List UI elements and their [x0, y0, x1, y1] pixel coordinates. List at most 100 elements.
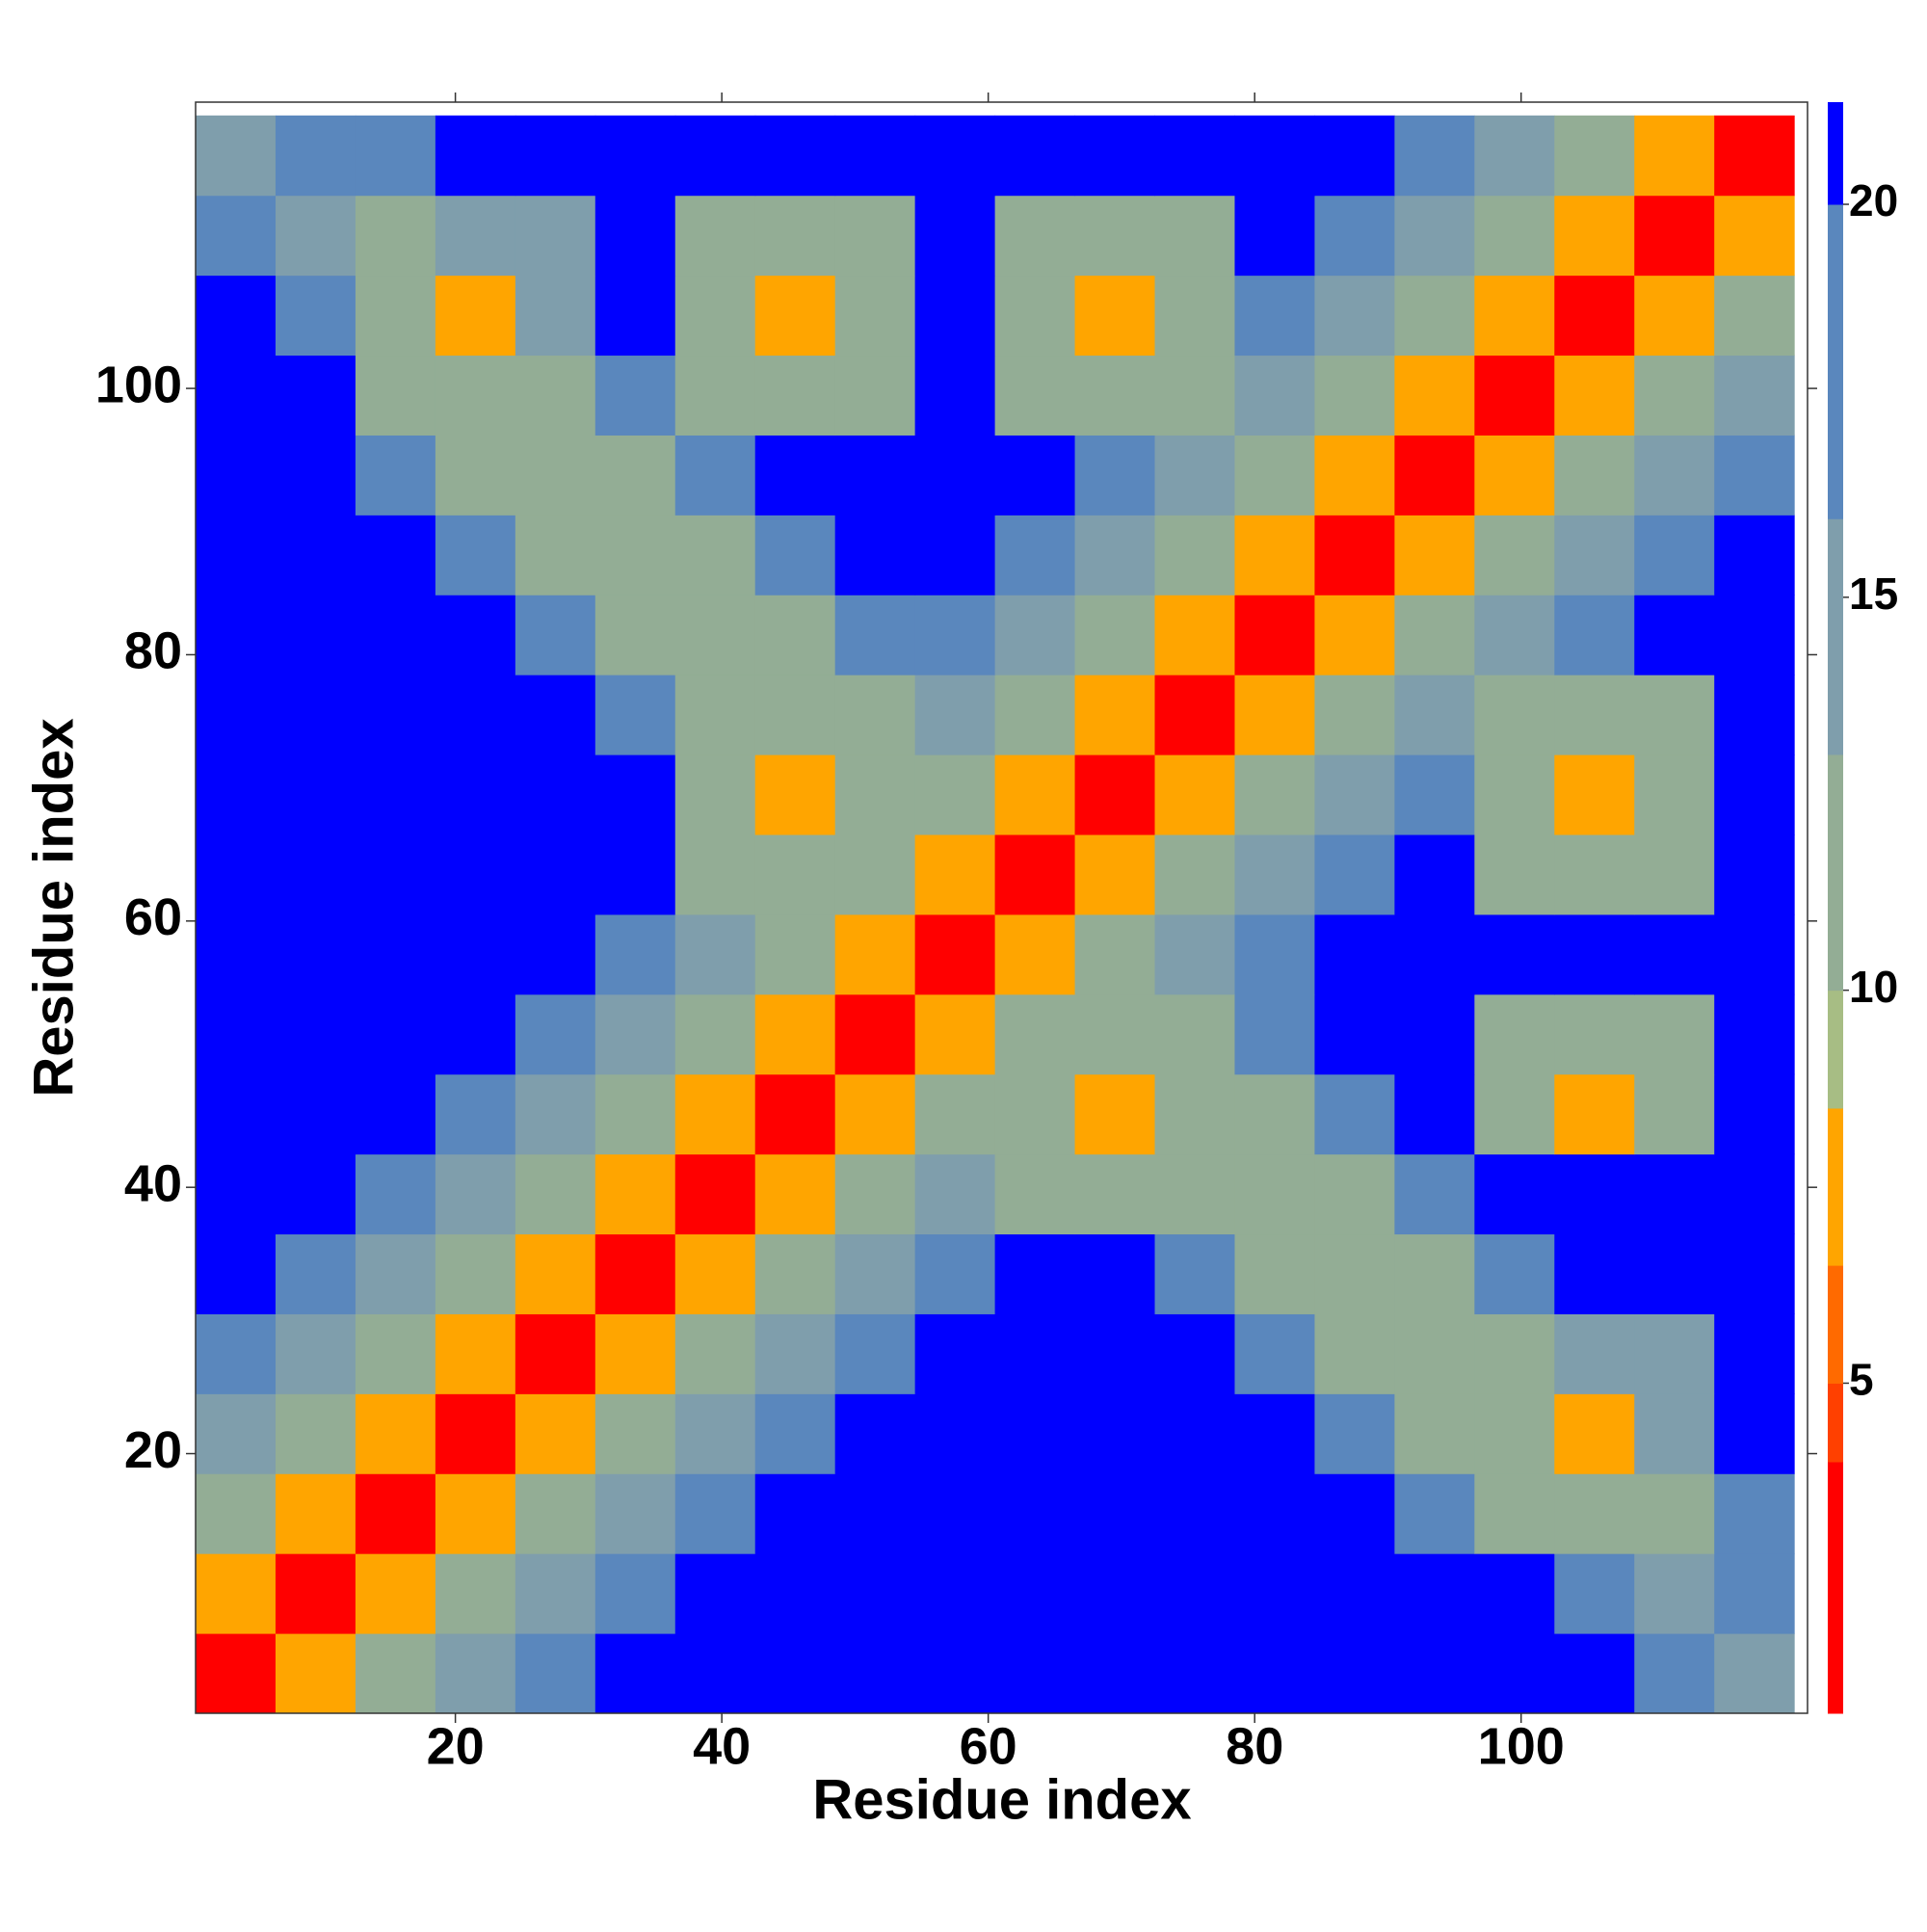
- heatmap-cell: [355, 515, 436, 595]
- heatmap-cell: [355, 1473, 436, 1554]
- heatmap-cell: [1314, 1553, 1395, 1634]
- heatmap-cell: [1394, 195, 1475, 277]
- heatmap-cell: [1074, 1473, 1156, 1554]
- heatmap-cell: [515, 1393, 596, 1474]
- heatmap-cell: [1394, 115, 1475, 197]
- colorbar-band: [1828, 754, 1843, 992]
- heatmap-cell: [914, 1473, 996, 1554]
- heatmap-cell: [1714, 1153, 1795, 1235]
- heatmap-cell: [1634, 1633, 1715, 1714]
- heatmap-cell: [515, 1153, 596, 1235]
- heatmap-cell: [914, 1153, 996, 1235]
- y-tick-label: 20: [124, 1421, 182, 1479]
- heatmap-cell: [1074, 355, 1156, 436]
- heatmap-cell: [1714, 993, 1795, 1075]
- heatmap-cell: [435, 195, 516, 277]
- heatmap-cell: [994, 1073, 1076, 1155]
- heatmap-cell: [1074, 993, 1156, 1075]
- heatmap-cell: [196, 115, 277, 197]
- heatmap-cell: [594, 1233, 676, 1314]
- heatmap-cell: [435, 515, 516, 595]
- heatmap-cell: [1234, 1073, 1315, 1155]
- heatmap-cell: [914, 675, 996, 755]
- heatmap-cell: [994, 1313, 1076, 1394]
- heatmap-cell: [1234, 754, 1315, 835]
- heatmap-cell: [594, 1473, 676, 1554]
- heatmap-cell: [196, 1233, 277, 1314]
- heatmap-cell: [196, 1073, 277, 1155]
- heatmap-cell: [196, 515, 277, 595]
- heatmap-cell: [674, 515, 756, 595]
- heatmap-cell: [1074, 595, 1156, 675]
- heatmap-cell: [1554, 1153, 1635, 1235]
- heatmap-cell: [1714, 1473, 1795, 1554]
- heatmap-cell: [914, 275, 996, 357]
- heatmap-cell: [435, 1473, 516, 1554]
- heatmap-cell: [754, 1153, 836, 1235]
- heatmap-cell: [275, 515, 356, 595]
- heatmap-cell: [1714, 1313, 1795, 1394]
- heatmap-cell: [1314, 355, 1395, 436]
- heatmap-cell: [1554, 675, 1635, 755]
- heatmap-cell: [1474, 1633, 1555, 1714]
- heatmap-cell: [435, 115, 516, 197]
- heatmap-cell: [1074, 195, 1156, 277]
- heatmap-cell: [1074, 1313, 1156, 1394]
- heatmap-cell: [1554, 195, 1635, 277]
- heatmap-cell: [1474, 1153, 1555, 1235]
- heatmap-cell: [1074, 675, 1156, 755]
- heatmap-cell: [1634, 595, 1715, 675]
- heatmap-cell: [834, 1553, 916, 1634]
- heatmap-cell: [914, 115, 996, 197]
- heatmap-cell: [1154, 1553, 1235, 1634]
- heatmap-cell: [1314, 515, 1395, 595]
- heatmap-cell: [834, 1233, 916, 1314]
- heatmap-cell: [754, 993, 836, 1075]
- heatmap-cell: [754, 1633, 836, 1714]
- heatmap-cell: [1234, 515, 1315, 595]
- heatmap-cell: [674, 355, 756, 436]
- heatmap-cell: [515, 754, 596, 835]
- heatmap-cell: [1394, 913, 1475, 995]
- heatmap-cell: [1074, 1073, 1156, 1155]
- heatmap-cell: [994, 1233, 1076, 1314]
- heatmap-cell: [1154, 834, 1235, 915]
- heatmap-cell: [594, 754, 676, 835]
- heatmap-cell: [594, 1073, 676, 1155]
- heatmap-cell: [1314, 1233, 1395, 1314]
- heatmap-cell: [1314, 275, 1395, 357]
- x-axis-title: Residue index: [812, 1768, 1191, 1831]
- heatmap-cell: [275, 1233, 356, 1314]
- heatmap-cell: [674, 1473, 756, 1554]
- heatmap-cell: [196, 195, 277, 277]
- heatmap-cell: [515, 1233, 596, 1314]
- heatmap-cell: [1154, 1073, 1235, 1155]
- heatmap-cell: [435, 435, 516, 516]
- heatmap-cell: [1474, 675, 1555, 755]
- heatmap-cell: [1394, 1073, 1475, 1155]
- heatmap-cell: [435, 1153, 516, 1235]
- heatmap-cell: [355, 834, 436, 915]
- heatmap-cell: [1554, 1313, 1635, 1394]
- heatmap-cell: [1474, 355, 1555, 436]
- heatmap-cell: [196, 1553, 277, 1634]
- y-tick-label: 40: [124, 1154, 182, 1212]
- heatmap-cell: [1154, 115, 1235, 197]
- heatmap-cell: [1714, 355, 1795, 436]
- heatmap-cell: [1234, 1473, 1315, 1554]
- heatmap-cell: [754, 1393, 836, 1474]
- heatmap-cell: [196, 275, 277, 357]
- heatmap-cell: [834, 1313, 916, 1394]
- heatmap-cell: [674, 1553, 756, 1634]
- heatmap-cell: [196, 435, 277, 516]
- heatmap-cell: [515, 1073, 596, 1155]
- heatmap-cell: [355, 275, 436, 357]
- heatmap-cell: [1394, 515, 1475, 595]
- heatmap-cell: [914, 754, 996, 835]
- heatmap-cell: [594, 993, 676, 1075]
- heatmap-cell: [594, 275, 676, 357]
- heatmap-cell: [435, 754, 516, 835]
- heatmap-cell: [1634, 1313, 1715, 1394]
- x-tick-label: 60: [960, 1717, 1017, 1775]
